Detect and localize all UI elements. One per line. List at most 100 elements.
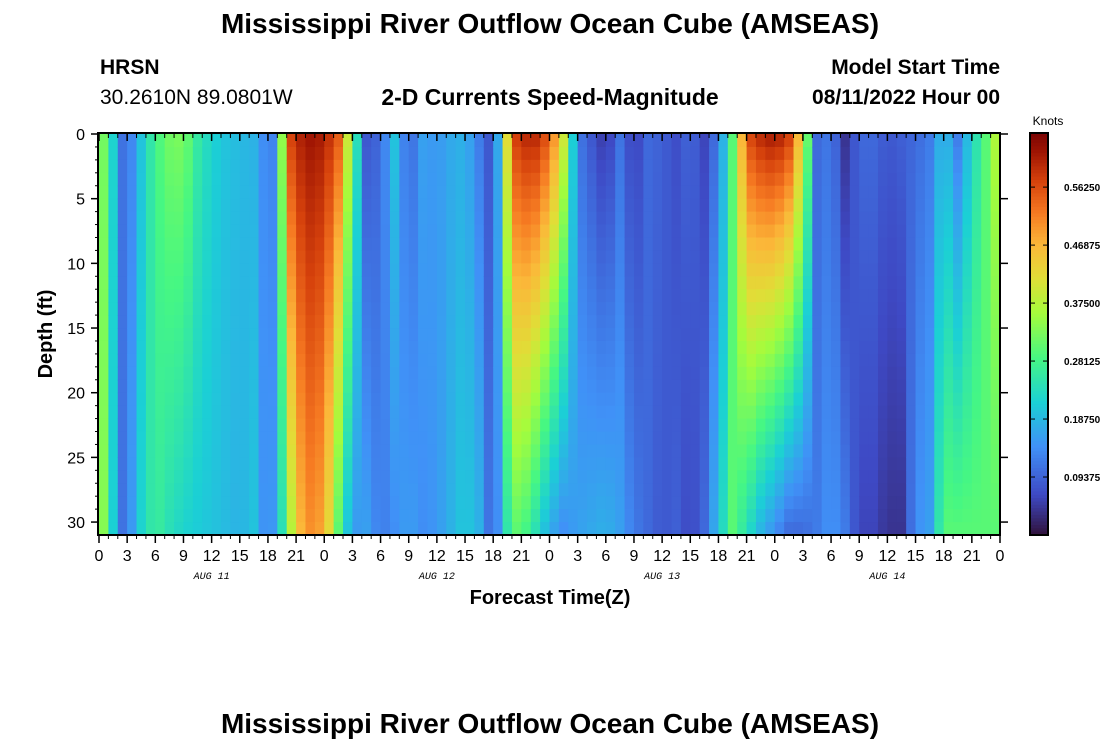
heatmap-cell — [549, 146, 560, 161]
heatmap-cell — [558, 276, 569, 290]
heatmap-cell — [727, 302, 738, 316]
heatmap-cell — [727, 237, 738, 252]
heatmap-cell — [333, 211, 344, 226]
heatmap-cell — [877, 457, 888, 471]
heatmap-cell — [971, 185, 982, 200]
heatmap-cell — [624, 172, 635, 187]
heatmap-cell — [765, 146, 776, 161]
heatmap-cell — [915, 431, 926, 446]
heatmap-cell — [784, 366, 795, 381]
heatmap-cell — [680, 198, 691, 213]
heatmap-cell — [849, 509, 860, 523]
heatmap-cell — [389, 379, 400, 394]
heatmap-cell — [690, 263, 701, 277]
heatmap-cell — [680, 276, 691, 290]
heatmap-cell — [296, 366, 307, 381]
heatmap-cell — [258, 392, 269, 407]
heatmap-cell — [709, 470, 720, 484]
heatmap-cell — [877, 470, 888, 484]
heatmap-cell — [465, 522, 476, 536]
heatmap-cell — [408, 134, 419, 148]
heatmap-cell — [267, 263, 278, 277]
heatmap-cell — [483, 185, 494, 200]
heatmap-cell — [493, 263, 504, 277]
heatmap-cell — [427, 211, 438, 226]
heatmap-cell — [784, 302, 795, 316]
heatmap-cell — [671, 172, 682, 187]
heatmap-cell — [718, 353, 729, 368]
heatmap-cell — [765, 315, 776, 329]
heatmap-cell — [483, 198, 494, 213]
heatmap-cell — [427, 444, 438, 458]
heatmap-cell — [286, 146, 297, 161]
heatmap-cell — [183, 379, 194, 394]
heatmap-cell — [511, 340, 522, 355]
heatmap-cell — [633, 185, 644, 200]
heatmap-cell — [174, 379, 185, 394]
heatmap-cell — [530, 276, 541, 290]
heatmap-cell — [333, 509, 344, 523]
heatmap-cell — [343, 146, 354, 161]
heatmap-cell — [981, 172, 992, 187]
heatmap-cell — [380, 379, 391, 394]
heatmap-cell — [352, 185, 363, 200]
heatmap-cell — [587, 159, 598, 174]
heatmap-cell — [849, 470, 860, 484]
heatmap-cell — [568, 444, 579, 458]
heatmap-cell — [934, 366, 945, 381]
heatmap-cell — [183, 211, 194, 226]
heatmap-cell — [511, 457, 522, 471]
heatmap-cell — [352, 418, 363, 433]
heatmap-cell — [877, 146, 888, 161]
heatmap-cell — [840, 444, 851, 458]
heatmap-cell — [718, 276, 729, 290]
x-tick-label: 9 — [855, 548, 864, 565]
heatmap-cell — [849, 159, 860, 174]
heatmap-cell — [709, 185, 720, 200]
heatmap-cell — [953, 237, 964, 252]
heatmap-cell — [981, 185, 992, 200]
heatmap-cell — [924, 302, 935, 316]
heatmap-cell — [155, 418, 166, 433]
heatmap-cell — [427, 483, 438, 497]
heatmap-cell — [671, 289, 682, 303]
x-tick-label: 9 — [630, 548, 639, 565]
heatmap-cell — [164, 134, 175, 148]
heatmap-cell — [924, 289, 935, 303]
heatmap-cell — [793, 198, 804, 213]
heatmap-cell — [971, 496, 982, 510]
heatmap-cell — [953, 353, 964, 368]
colorbar-swatch — [1030, 323, 1048, 328]
heatmap-cell — [568, 289, 579, 303]
heatmap-cell — [277, 392, 288, 407]
heatmap-cell — [202, 379, 213, 394]
heatmap-cell — [296, 340, 307, 355]
heatmap-cell — [633, 328, 644, 342]
heatmap-cell — [540, 315, 551, 329]
heatmap-cell — [333, 483, 344, 497]
heatmap-cell — [183, 172, 194, 187]
heatmap-cell — [389, 263, 400, 277]
heatmap-cell — [793, 302, 804, 316]
heatmap-cell — [540, 237, 551, 252]
heatmap-cell — [680, 315, 691, 329]
heatmap-cell — [446, 134, 457, 148]
heatmap-cell — [249, 353, 260, 368]
heatmap-cell — [305, 353, 316, 368]
heatmap-cell — [502, 431, 513, 446]
heatmap-cell — [155, 224, 166, 239]
heatmap-cell — [127, 315, 138, 329]
heatmap-cell — [202, 289, 213, 303]
colorbar-swatch — [1030, 189, 1048, 194]
heatmap-cell — [305, 379, 316, 394]
heatmap-cell — [737, 237, 748, 252]
heatmap-cell — [793, 444, 804, 458]
heatmap-cell — [540, 379, 551, 394]
heatmap-cell — [427, 353, 438, 368]
heatmap-cell — [859, 379, 870, 394]
heatmap-cell — [643, 198, 654, 213]
heatmap-cell — [267, 198, 278, 213]
heatmap-cell — [624, 185, 635, 200]
heatmap-cell — [831, 418, 842, 433]
heatmap-cell — [521, 302, 532, 316]
